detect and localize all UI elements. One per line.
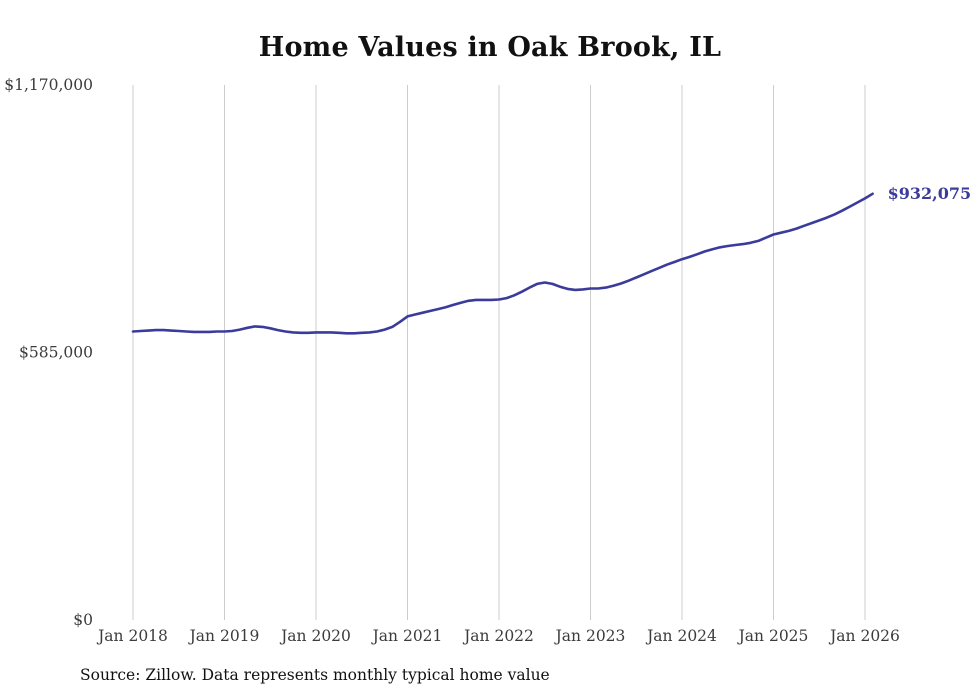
x-tick-label: Jan 2020 [279,627,351,645]
x-tick-label: Jan 2025 [737,627,809,645]
source-note: Source: Zillow. Data represents monthly … [80,666,550,684]
end-value-label: $932,075 [887,183,972,203]
x-tick-label: Jan 2019 [188,627,260,645]
x-tick-label: Jan 2024 [645,627,717,645]
x-tick-label: Jan 2018 [96,627,168,645]
x-tick-label: Jan 2026 [828,627,900,645]
x-tick-label: Jan 2023 [554,627,626,645]
y-tick-label: $585,000 [19,344,93,362]
x-tick-label: Jan 2022 [462,627,534,645]
y-tick-label: $0 [73,611,93,629]
x-tick-label: Jan 2021 [371,627,443,645]
value-line [131,192,874,335]
y-tick-label: $1,170,000 [4,76,93,94]
chart-title: Home Values in Oak Brook, IL [258,32,722,63]
